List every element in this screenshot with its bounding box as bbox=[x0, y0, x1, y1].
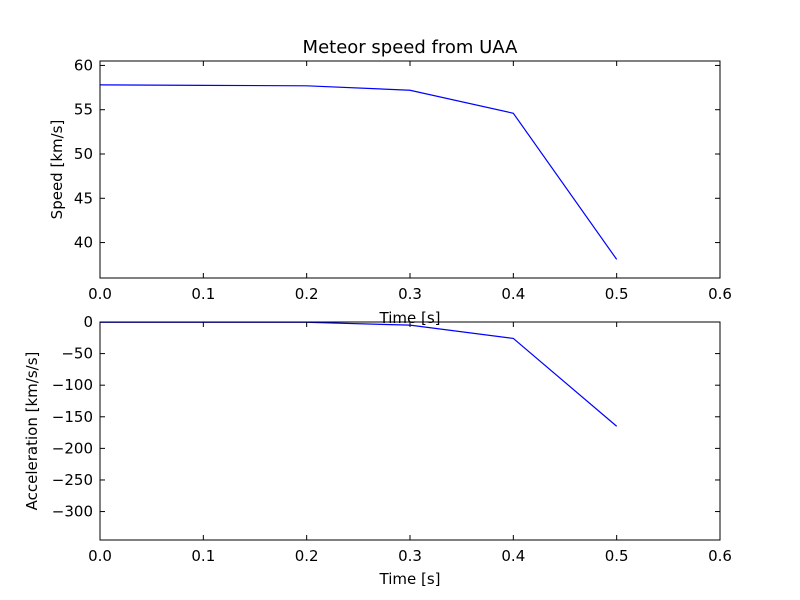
speed-y-tick-label: 55 bbox=[74, 101, 93, 119]
acceleration-x-axis-label: Time [s] bbox=[379, 570, 441, 588]
acceleration-x-tick-label: 0.1 bbox=[191, 547, 215, 565]
speed-y-tick-label: 40 bbox=[74, 234, 93, 252]
speed-x-tick-label: 0.1 bbox=[191, 285, 215, 303]
speed-y-tick-label: 50 bbox=[74, 145, 93, 163]
acceleration-y-tick-label: 0 bbox=[83, 313, 93, 331]
acceleration-y-tick-label: −200 bbox=[52, 439, 93, 457]
acceleration-y-tick-label: −250 bbox=[52, 471, 93, 489]
speed-y-axis-label: Speed [km/s] bbox=[48, 120, 66, 220]
speed-marks bbox=[100, 84, 618, 260]
speed-y-tick-label: 45 bbox=[74, 189, 93, 207]
speed-ticks: 0.0 0.1 0.2 0.3 0.4 0.5 0.6 40 45 50 55 60 bbox=[74, 56, 732, 303]
acceleration-y-tick-label: −100 bbox=[52, 376, 93, 394]
acceleration-y-axis-label: Acceleration [km/s/s] bbox=[23, 352, 41, 511]
acceleration-x-tick-label: 0.4 bbox=[501, 547, 525, 565]
acceleration-y-tick-label: −150 bbox=[52, 408, 93, 426]
acceleration-subplot: 0.0 0.1 0.2 0.3 0.4 0.5 0.6 0 −50 −100 −150 −200 −25… bbox=[23, 313, 732, 588]
acceleration-ticks: 0.0 0.1 0.2 0.3 0.4 0.5 0.6 0 −50 −100 −150 −200 −25… bbox=[52, 313, 732, 565]
speed-series-line bbox=[100, 84, 618, 260]
speed-x-tick-label: 0.0 bbox=[88, 285, 112, 303]
speed-x-tick-label: 0.3 bbox=[398, 285, 422, 303]
acceleration-y-tick-label: −300 bbox=[52, 503, 93, 521]
speed-x-tick-label: 0.5 bbox=[605, 285, 629, 303]
speed-chart-title: Meteor speed from UAA bbox=[303, 37, 519, 58]
speed-subplot: Meteor speed from UAA 0.0 0.1 0.2 0.3 0.4 0.5… bbox=[48, 37, 732, 327]
acceleration-x-tick-label: 0.5 bbox=[605, 547, 629, 565]
acceleration-y-tick-label: −50 bbox=[61, 345, 93, 363]
acceleration-x-tick-label: 0.6 bbox=[708, 547, 732, 565]
speed-x-tick-label: 0.2 bbox=[295, 285, 319, 303]
speed-x-tick-label: 0.4 bbox=[501, 285, 525, 303]
acceleration-x-tick-label: 0.3 bbox=[398, 547, 422, 565]
speed-x-tick-label: 0.6 bbox=[708, 285, 732, 303]
acceleration-x-tick-label: 0.0 bbox=[88, 547, 112, 565]
speed-y-tick-label: 60 bbox=[74, 56, 93, 74]
acceleration-x-tick-label: 0.2 bbox=[295, 547, 319, 565]
